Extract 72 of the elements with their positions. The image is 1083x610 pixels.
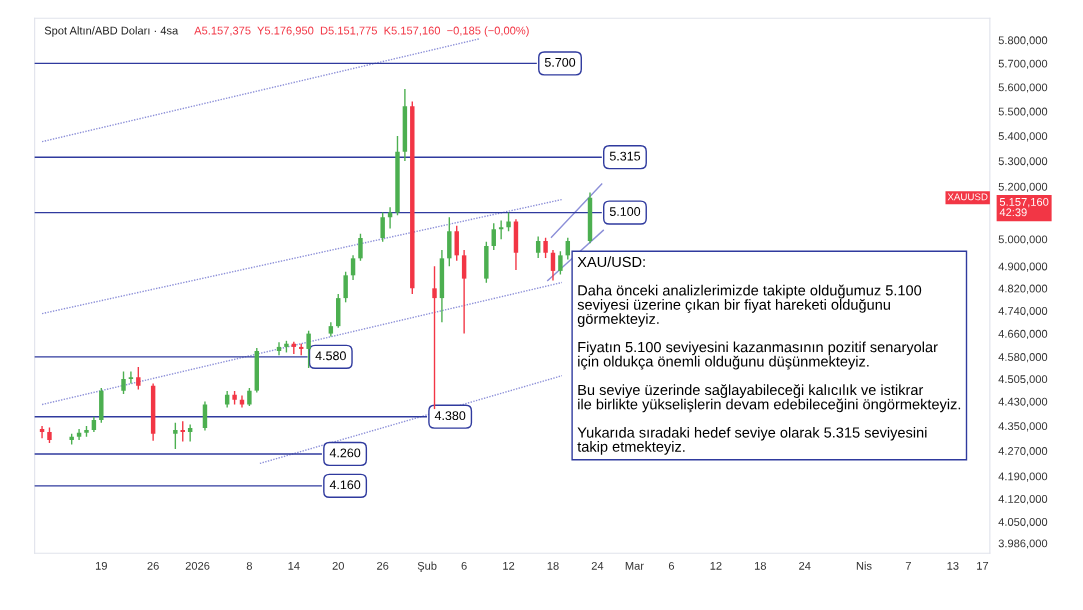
candlestick <box>247 387 252 407</box>
x-tick-label: 6 <box>668 561 675 570</box>
ref-line-label: 5.700 <box>544 57 576 67</box>
x-tick-label: Nis <box>856 561 872 570</box>
y-tick-label: 5.600,000 <box>998 83 1048 93</box>
x-tick-label: 7 <box>905 562 911 570</box>
y-tick-label: 4.900,000 <box>998 262 1048 272</box>
candlestick <box>121 370 126 395</box>
x-tick-label: 12 <box>710 561 722 570</box>
x-tick-label: 18 <box>754 561 767 570</box>
x-tick-label: 2026 <box>185 561 210 570</box>
y-tick-label: 4.430,000 <box>998 397 1048 407</box>
candlestick <box>535 235 541 259</box>
y-tick-label: 5.300,000 <box>998 157 1048 167</box>
candlestick <box>543 237 548 259</box>
text: A5.157,375 Y5.176,950 D5.151,775 K5.157,160 −0,185 (−0,00%) <box>194 26 529 37</box>
y-tick-label: 4.505,000 <box>998 375 1048 385</box>
candlestick <box>136 366 141 391</box>
candlestick <box>306 330 311 369</box>
ref-line-label: 4.380 <box>434 411 466 421</box>
y-tick-label: 5.000,000 <box>998 235 1048 245</box>
x-tick-label: 26 <box>377 561 389 570</box>
ref-line-label: 5.315 <box>609 151 641 161</box>
y-tick-label: 5.200,000 <box>998 182 1048 192</box>
candlestick <box>358 233 363 262</box>
text: 5.157,160 42:39 <box>999 197 1049 217</box>
y-tick-label: 4.050,000 <box>998 518 1048 528</box>
candlestick <box>461 249 467 335</box>
x-tick-label: 18 <box>547 561 559 570</box>
text: XAU/USD: Daha önceki analizlerimizde takipte olduğumuz 5.100 seviyesi üzerine çıkan bir fiyat hareketi olduğunu görmekteyiz. Fiyatın 5.100 seviyesini kazanmasının pozitif senaryolar için oldukça önemli olduğunu düşünmekteyiz. Bu seviye üzerinde sağlayabileceği kalıcılık ve istikrar ile birlikte yükselişlerin devam edebileceğini öngörmekteyiz. Yukarıda sıradaki hedef seviye olarak 5.315 seviyesini takip etmekteyiz. <box>577 256 961 455</box>
candlestick <box>128 370 134 385</box>
text: Spot Altın/ABD Doları · 4sa <box>44 26 179 37</box>
candlestick <box>350 254 356 281</box>
y-tick-label: 4.820,000 <box>998 284 1048 294</box>
x-tick-label: 17 <box>977 562 989 570</box>
ref-line-label: 5.100 <box>609 207 641 216</box>
annotation: XAUUSD <box>947 193 988 201</box>
x-tick-label: 13 <box>947 561 959 570</box>
ref-line-label: 4.260 <box>329 448 361 458</box>
ref-line-label: 4.580 <box>315 351 346 361</box>
y-tick-label: 3.986,000 <box>998 539 1048 549</box>
x-tick-label: 20 <box>332 561 344 570</box>
y-tick-label: 4.580,000 <box>998 353 1048 363</box>
candlestick <box>558 250 563 276</box>
y-tick-label: 4.270,000 <box>998 447 1048 457</box>
x-tick-label: 24 <box>591 561 604 570</box>
x-tick-label: 6 <box>461 561 467 570</box>
y-tick-label: 5.700,000 <box>998 59 1048 69</box>
y-tick-label: 4.740,000 <box>998 307 1048 317</box>
ref-line-label: 4.160 <box>329 480 361 490</box>
y-tick-label: 4.190,000 <box>998 472 1048 482</box>
candlestick <box>239 394 245 409</box>
y-tick-label: 5.800,000 <box>998 36 1048 46</box>
candlestick <box>343 271 348 304</box>
y-tick-label: 5.500,000 <box>998 107 1048 117</box>
x-tick-label: 26 <box>147 561 159 570</box>
candlestick <box>380 211 385 243</box>
x-tick-label: 24 <box>799 561 811 570</box>
candlestick <box>491 222 496 251</box>
x-tick-label: 12 <box>503 561 515 570</box>
x-tick-label: 8 <box>246 561 252 570</box>
y-tick-label: 5.400,000 <box>998 132 1048 142</box>
x-tick-label: Mar <box>625 562 644 570</box>
y-tick-label: 4.350,000 <box>998 422 1048 432</box>
x-tick-label: 19 <box>95 561 107 570</box>
candlestick <box>506 211 511 232</box>
y-tick-label: 4.660,000 <box>998 329 1048 340</box>
y-tick-label: 4.120,000 <box>998 495 1048 505</box>
candlestick <box>432 265 437 410</box>
candlestick <box>173 422 178 450</box>
x-tick-label: 14 <box>288 562 300 570</box>
x-tick-label: Şub <box>417 561 437 573</box>
